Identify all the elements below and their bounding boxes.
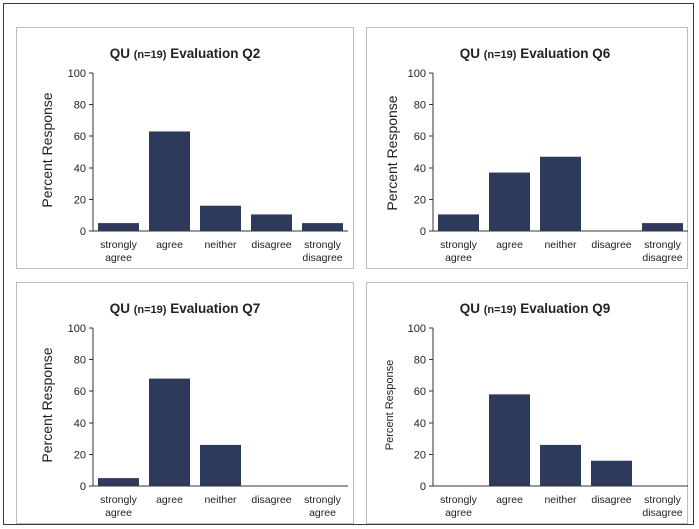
y-tick-label: 60 xyxy=(414,131,426,143)
y-tick-label: 100 xyxy=(408,323,426,335)
x-tick-label: agree xyxy=(156,494,183,506)
y-tick-label: 40 xyxy=(414,418,426,430)
y-axis-label: Percent Response xyxy=(39,347,55,462)
chart-title: QU (n=19) Evaluation Q6 xyxy=(460,46,611,61)
chart-q9: QU (n=19) Evaluation Q9 Percent Response… xyxy=(384,301,688,519)
x-tick-label: strongly agree xyxy=(304,494,342,519)
x-tick-label: neither xyxy=(204,494,237,506)
bar xyxy=(489,172,530,231)
chart-title: QU (n=19) Evaluation Q7 xyxy=(110,301,261,316)
x-tick-label: disagree xyxy=(251,239,291,251)
chart-q7: QU (n=19) Evaluation Q7 Percent Response… xyxy=(39,301,348,519)
chart-panel-q2: QU (n=19) Evaluation Q2 Percent Response… xyxy=(16,27,354,269)
bar xyxy=(591,460,632,486)
bar xyxy=(438,214,479,231)
y-tick-label: 60 xyxy=(414,386,426,398)
y-tick-label: 60 xyxy=(74,131,86,143)
x-tick-label: strongly agree xyxy=(440,494,478,519)
y-tick-label: 40 xyxy=(74,418,86,430)
bar xyxy=(540,444,581,486)
x-tick-label: neither xyxy=(544,494,577,506)
y-axis-label: Percent Response xyxy=(384,360,396,451)
y-tick-label: 20 xyxy=(74,194,86,206)
x-tick-label: agree xyxy=(156,239,183,251)
y-tick-label: 100 xyxy=(408,68,426,80)
y-axis-label: Percent Response xyxy=(384,95,400,210)
bar xyxy=(149,131,190,231)
figure-frame: QU (n=19) Evaluation Q2 Percent Response… xyxy=(3,3,694,525)
x-tick-label: agree xyxy=(496,494,523,506)
chart-q2: QU (n=19) Evaluation Q2 Percent Response… xyxy=(39,46,348,264)
x-tick-label: strongly disagree xyxy=(642,494,682,519)
y-tick-label: 20 xyxy=(414,449,426,461)
x-tick-label: neither xyxy=(204,239,237,251)
bar xyxy=(98,478,139,486)
y-tick-label: 0 xyxy=(420,481,426,493)
chart-panel-q6: QU (n=19) Evaluation Q6 Percent Response… xyxy=(366,27,688,269)
bar xyxy=(149,378,190,486)
y-axis-label: Percent Response xyxy=(39,92,55,207)
x-tick-label: disagree xyxy=(591,239,631,251)
x-tick-label: strongly agree xyxy=(100,239,138,264)
y-tick-label: 100 xyxy=(68,323,86,335)
chart-panel-q7: QU (n=19) Evaluation Q7 Percent Response… xyxy=(16,282,354,524)
y-tick-label: 0 xyxy=(420,226,426,238)
bar xyxy=(302,223,343,231)
y-tick-label: 80 xyxy=(74,100,86,112)
x-tick-label: agree xyxy=(496,239,523,251)
x-tick-label: strongly disagree xyxy=(302,239,342,264)
bar xyxy=(489,394,530,486)
chart-title: QU (n=19) Evaluation Q2 xyxy=(110,46,261,61)
chart-title: QU (n=19) Evaluation Q9 xyxy=(460,301,611,316)
x-tick-label: strongly disagree xyxy=(642,239,682,264)
y-tick-label: 80 xyxy=(74,355,86,367)
y-tick-label: 100 xyxy=(68,68,86,80)
bar xyxy=(98,223,139,231)
bar xyxy=(642,223,683,231)
x-tick-label: disagree xyxy=(591,494,631,506)
bar xyxy=(251,214,292,231)
y-tick-label: 40 xyxy=(74,163,86,175)
x-tick-label: neither xyxy=(544,239,577,251)
bar xyxy=(540,156,581,231)
y-tick-label: 80 xyxy=(414,100,426,112)
y-tick-label: 0 xyxy=(80,226,86,238)
bar xyxy=(200,205,241,231)
y-tick-label: 40 xyxy=(414,163,426,175)
y-tick-label: 20 xyxy=(74,449,86,461)
chart-q6: QU (n=19) Evaluation Q6 Percent Response… xyxy=(384,46,688,264)
chart-panel-q9: QU (n=19) Evaluation Q9 Percent Response… xyxy=(366,282,688,524)
y-tick-label: 60 xyxy=(74,386,86,398)
y-tick-label: 0 xyxy=(80,481,86,493)
x-tick-label: strongly agree xyxy=(440,239,478,264)
y-tick-label: 80 xyxy=(414,355,426,367)
y-tick-label: 20 xyxy=(414,194,426,206)
bar xyxy=(200,444,241,486)
x-tick-label: strongly agree xyxy=(100,494,138,519)
x-tick-label: disagree xyxy=(251,494,291,506)
